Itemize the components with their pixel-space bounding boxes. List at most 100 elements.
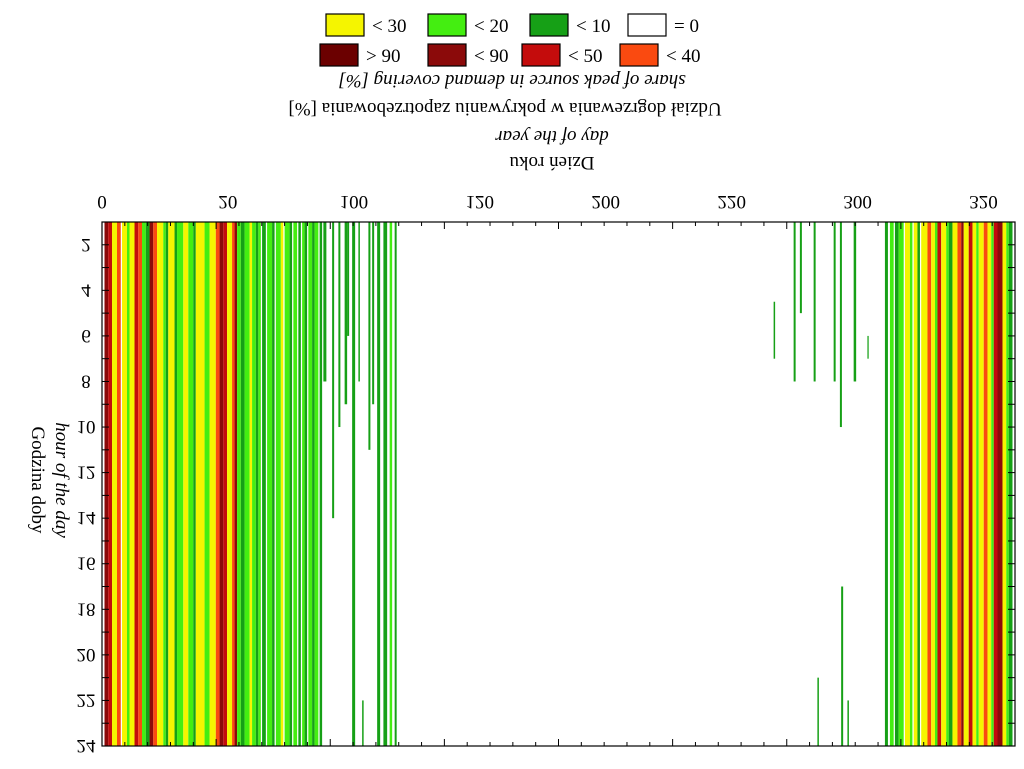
x-title-pl: Dzień roku xyxy=(509,152,594,173)
heatmap-band xyxy=(272,222,275,746)
heatmap-band xyxy=(280,222,284,746)
x-tick-label: 0 xyxy=(97,191,107,212)
heatmap-band xyxy=(117,222,121,746)
heatmap-band xyxy=(168,222,175,746)
heatmap-band xyxy=(108,222,112,746)
heatmap-band xyxy=(394,222,397,746)
heatmap-band xyxy=(157,222,164,746)
heatmap-band xyxy=(188,222,194,746)
y-title-pl: Godzina doby xyxy=(27,426,48,534)
y-tick-label: 6 xyxy=(81,325,91,346)
x-tick-label: 100 xyxy=(340,191,369,212)
x-tick-label: 320 xyxy=(969,191,998,212)
heatmap-band xyxy=(884,222,888,746)
heatmap-band xyxy=(917,222,920,746)
heatmap-band xyxy=(813,222,816,382)
heatmap-band xyxy=(1006,222,1009,746)
heatmap-band xyxy=(909,222,913,746)
heatmap-band xyxy=(983,222,988,746)
legend-label: < 50 xyxy=(568,46,602,67)
heatmap-band xyxy=(847,700,849,746)
heatmap-band xyxy=(302,222,305,746)
heatmap-band xyxy=(927,222,932,746)
heatmap-band xyxy=(941,222,947,746)
heatmap-band xyxy=(104,222,109,746)
heatmap-band xyxy=(972,222,977,746)
heatmap-band xyxy=(153,222,158,746)
heatmap-band xyxy=(112,222,119,746)
x-tick-label: 120 xyxy=(466,191,495,212)
heatmap-band xyxy=(773,301,776,359)
heatmap-band xyxy=(304,222,308,746)
heatmap-band xyxy=(134,222,139,746)
heatmap-band xyxy=(987,222,992,746)
heatmap-band xyxy=(793,222,796,382)
heatmap-band xyxy=(904,222,910,746)
heatmap-band xyxy=(799,222,802,314)
heatmap-band xyxy=(127,222,130,746)
heatmap-band xyxy=(358,222,360,382)
legend-swatch xyxy=(319,43,359,67)
heatmap-band xyxy=(163,222,166,746)
heatmap-band xyxy=(976,222,979,746)
heatmap-band xyxy=(240,222,245,746)
y-tick-label: 4 xyxy=(81,279,91,300)
legend-label: < 20 xyxy=(474,16,508,37)
x-tick-label: 220 xyxy=(717,191,746,212)
heatmap-band xyxy=(963,222,969,746)
heatmap-band xyxy=(293,222,298,746)
heatmap-band xyxy=(993,222,998,746)
legend-swatch xyxy=(529,13,569,37)
heatmap-band xyxy=(978,222,984,746)
heatmap-band xyxy=(946,222,949,746)
heatmap-band xyxy=(177,222,184,746)
legend-label: = 0 xyxy=(674,16,699,37)
heatmap-band xyxy=(921,222,928,746)
heatmap-band xyxy=(312,222,315,746)
legend-title-pl: Udział dogrzewania w pokrywaniu zapotrze… xyxy=(288,98,721,119)
heatmap-band xyxy=(867,335,869,359)
heatmap-band xyxy=(833,222,836,382)
heatmap-band xyxy=(319,222,323,746)
heatmap-band xyxy=(817,677,819,746)
heatmap-band xyxy=(129,222,135,746)
heatmap-band xyxy=(258,222,261,746)
heatmap-band xyxy=(889,222,894,746)
heatmap-band xyxy=(223,222,228,746)
heatmap-band xyxy=(262,222,266,746)
heatmap-band xyxy=(853,222,857,382)
heatmap-band xyxy=(1008,222,1013,746)
heatmap-band xyxy=(298,222,301,746)
heatmap-band xyxy=(841,586,844,746)
heatmap-band xyxy=(249,222,253,746)
heatmap-band xyxy=(314,222,319,746)
x-tick-label: 300 xyxy=(843,191,872,212)
heatmap-band xyxy=(389,222,393,746)
legend-label: < 10 xyxy=(576,16,610,37)
heatmap-band xyxy=(991,222,994,746)
legend-swatch xyxy=(427,13,467,37)
heatmap-band xyxy=(275,222,281,746)
x-tick-label: 200 xyxy=(591,191,620,212)
heatmap-band xyxy=(913,222,918,746)
heatmap-band xyxy=(961,222,964,746)
heatmap-band xyxy=(219,222,224,746)
heatmap-band xyxy=(232,222,235,746)
heatmap-band xyxy=(244,222,250,746)
heatmap-band xyxy=(332,222,335,519)
heatmap-band xyxy=(215,222,220,746)
legend-label: < 90 xyxy=(474,46,508,67)
plot-area xyxy=(101,221,1016,747)
y-tick-label: 14 xyxy=(77,507,97,528)
heatmap-band xyxy=(934,222,938,746)
heatmap-band xyxy=(183,222,189,746)
heatmap-band xyxy=(138,222,143,746)
legend-swatch xyxy=(619,43,659,67)
heatmap-band xyxy=(234,222,238,746)
y-title-en: hour of the day xyxy=(51,422,72,538)
legend: < 30 < 20 < 10 = 0 > 90 < 90 < 50 < 40 xyxy=(319,13,700,67)
heatmap-band xyxy=(377,222,381,746)
heatmap-band xyxy=(952,222,958,746)
heatmap-band xyxy=(997,222,1003,746)
